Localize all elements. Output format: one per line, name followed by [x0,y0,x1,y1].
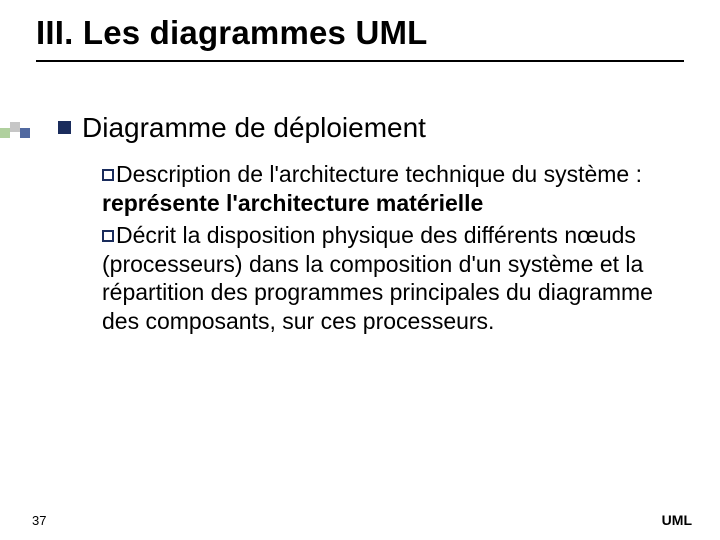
title-underline [36,60,684,62]
decor-square-blue [20,128,30,138]
square-bullet-icon [102,169,114,181]
bullet2-lead: Décrit [116,222,176,248]
level1-heading: Diagramme de déploiement [82,112,426,144]
bullet-item-2: Décrit la disposition physique des diffé… [102,221,672,335]
decor-square-gray [10,122,20,132]
page-number: 37 [32,513,46,528]
bullet1-lead: Description [116,161,231,187]
square-bullet-icon [102,230,114,242]
bullet2-text: la disposition physique des différents n… [102,222,653,334]
bullet1-text1: de l'architecture technique du système : [231,161,642,187]
body-content: Description de l'architecture technique … [102,160,672,339]
bullet-item-1: Description de l'architecture technique … [102,160,672,217]
decor-square-green [0,128,10,138]
slide: III. Les diagrammes UML Diagramme de dép… [0,0,720,540]
slide-title: III. Les diagrammes UML [36,14,428,52]
level1-bullet-icon [58,121,71,134]
footer-label: UML [662,512,692,528]
decorative-squares [0,122,42,142]
bullet1-bold: représente l'architecture matérielle [102,190,483,216]
